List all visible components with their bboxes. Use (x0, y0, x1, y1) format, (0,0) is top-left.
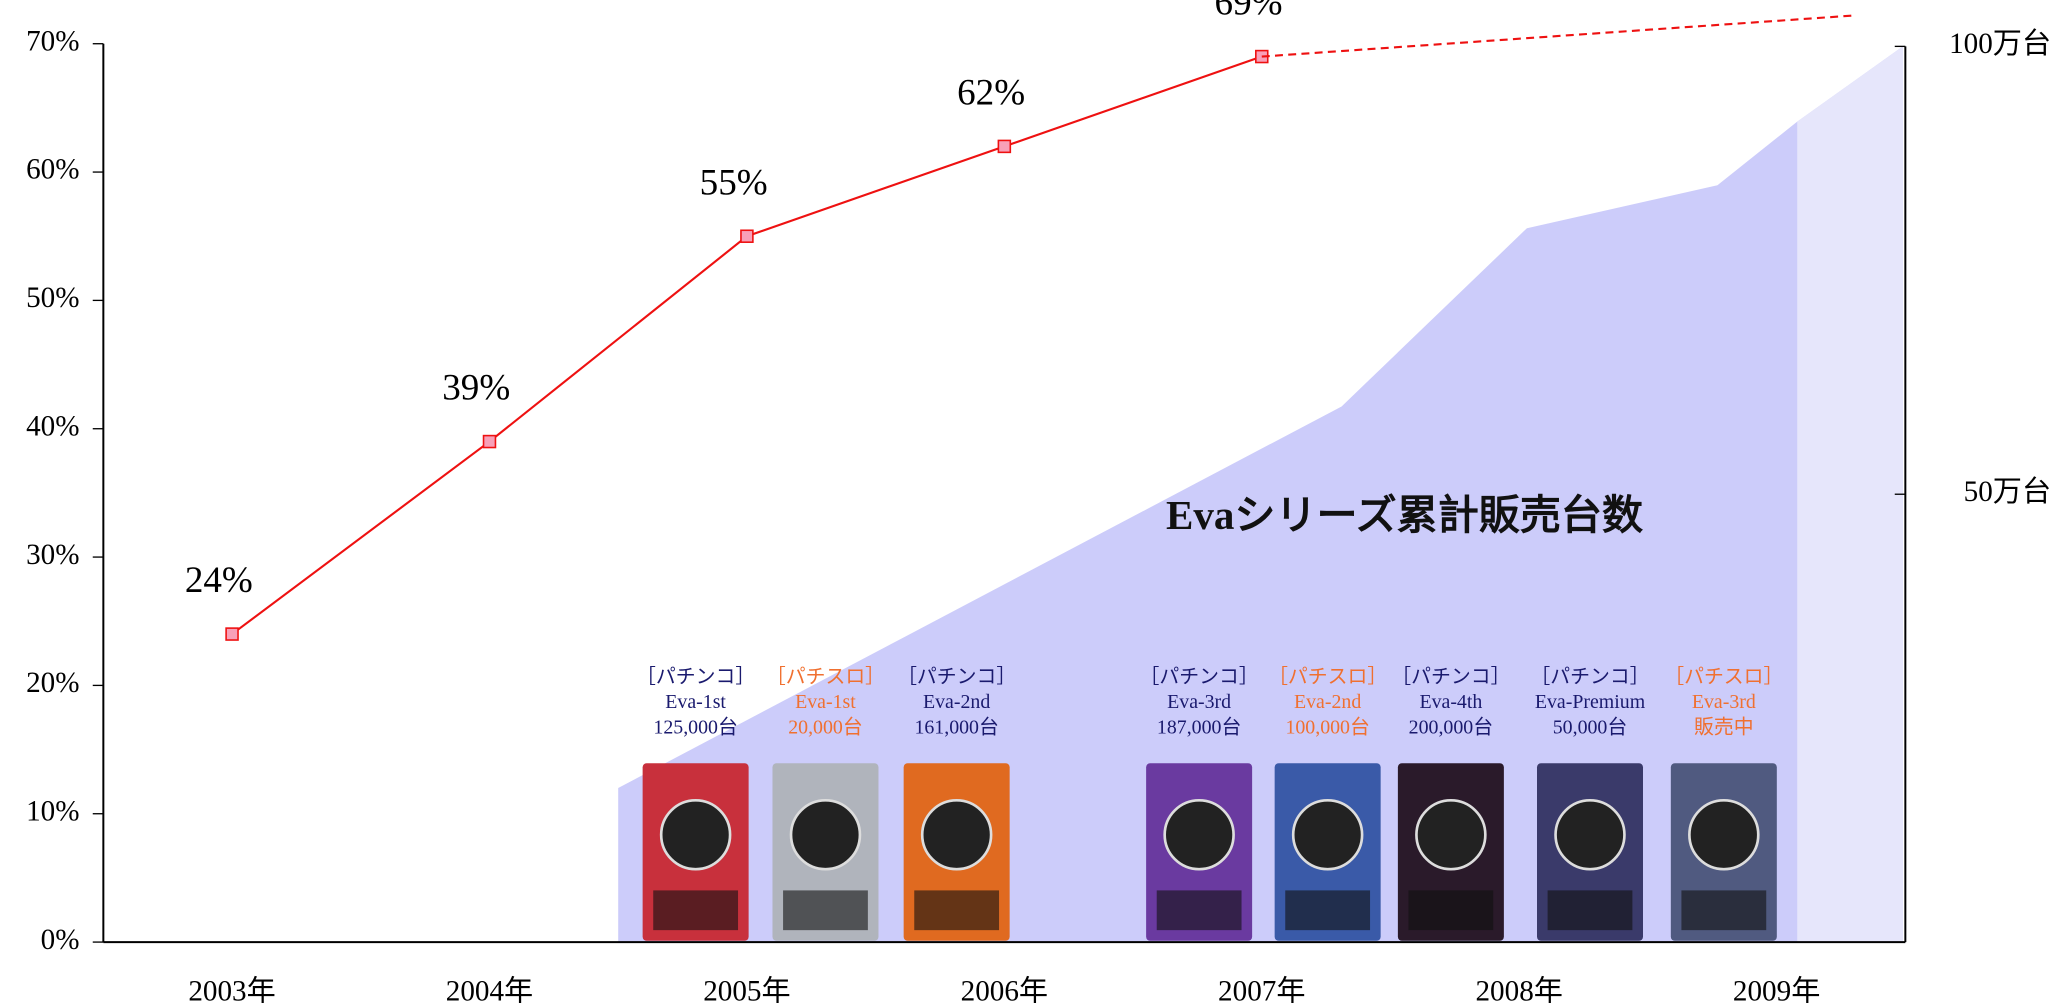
machine-panel (922, 800, 991, 869)
machine-tray (1408, 890, 1493, 930)
projection-line (1262, 15, 1854, 56)
y-tick-label: 30% (26, 539, 79, 571)
product-kind: ［パチンコ］ (897, 666, 1016, 688)
product-name: Eva-3rd (1167, 691, 1231, 713)
product-units: 販売中 (1694, 716, 1754, 738)
machine-panel (1689, 800, 1758, 869)
product-units: 187,000台 (1157, 716, 1241, 738)
machine-tray (914, 890, 999, 930)
x-tick-label: 2009年 (1733, 974, 1820, 1007)
machine-panel (661, 800, 730, 869)
product-units: 50,000台 (1553, 716, 1627, 738)
value-label: 69% (1215, 0, 1283, 24)
product-units: 125,000台 (653, 716, 737, 738)
y-tick-label: 10% (26, 795, 79, 827)
machine-tray (1157, 890, 1242, 930)
y-tick-label: 50% (26, 282, 79, 314)
machine (1671, 763, 1777, 941)
machine (1537, 763, 1643, 941)
product-units: 20,000台 (788, 716, 862, 738)
product-kind: ［パチスロ］ (766, 666, 885, 688)
product-name: Eva-2nd (923, 691, 990, 713)
product-kind: ［パチンコ］ (636, 666, 755, 688)
product-name: Eva-1st (795, 691, 856, 713)
machine-tray (1548, 890, 1633, 930)
x-tick-label: 2006年 (961, 974, 1048, 1007)
product-units: 100,000台 (1285, 716, 1369, 738)
product-units: 200,000台 (1409, 716, 1493, 738)
x-tick-label: 2008年 (1475, 974, 1562, 1007)
chart: Evaシリーズ累計販売台数 0% 10% 20% 30% 40% 50% 60% 70% 50万… (0, 0, 2067, 1007)
product-name: Eva-4th (1419, 691, 1482, 713)
product-kind: ［パチンコ］ (1530, 666, 1649, 688)
machine (1146, 763, 1252, 941)
machine (904, 763, 1010, 941)
value-label: 55% (700, 162, 768, 203)
y-tick-label: 60% (26, 154, 79, 186)
value-label: 39% (442, 368, 510, 409)
point (226, 628, 238, 640)
x-tick-label: 2007年 (1218, 974, 1305, 1007)
y-tick-label: 40% (26, 410, 79, 442)
product-name: Eva-2nd (1294, 691, 1361, 713)
machine-tray (653, 890, 738, 930)
machine (1398, 763, 1504, 941)
y2-tick-label: 100万台 (1949, 27, 2051, 60)
machine (1275, 763, 1381, 941)
y2-tick-label: 50万台 (1964, 475, 2051, 508)
machine-panel (791, 800, 860, 869)
value-label: 24% (185, 560, 253, 601)
product-name: Eva-3rd (1692, 691, 1756, 713)
y-tick-label: 20% (26, 667, 79, 699)
point (741, 230, 753, 242)
machine-tray (1681, 890, 1766, 930)
area (1797, 46, 1903, 942)
x-tick-label: 2005年 (703, 974, 790, 1007)
point (998, 140, 1010, 152)
machine-panel (1416, 800, 1485, 869)
product-kind: ［パチンコ］ (1140, 666, 1259, 688)
machine (772, 763, 878, 941)
area-label: Evaシリーズ累計販売台数 (1166, 492, 1644, 538)
product-kind: ［パチスロ］ (1268, 666, 1387, 688)
value-label: 62% (957, 73, 1025, 114)
product-kind: ［パチンコ］ (1391, 666, 1510, 688)
machine-tray (783, 890, 868, 930)
product-units: 161,000台 (914, 716, 998, 738)
machine-panel (1165, 800, 1234, 869)
product-kind: ［パチスロ］ (1664, 666, 1783, 688)
machine-tray (1285, 890, 1370, 930)
y-tick-label: 70% (26, 25, 79, 57)
page: {"chart_data": { "type": "line", "xlim":… (0, 0, 2067, 1007)
product-name: Eva-1st (665, 691, 726, 713)
machine (643, 763, 749, 941)
y-tick-label: 0% (41, 924, 80, 956)
product-name: Eva-Premium (1535, 691, 1646, 713)
point (484, 436, 496, 448)
x-tick-label: 2003年 (188, 974, 275, 1007)
x-tick-label: 2004年 (446, 974, 533, 1007)
machine-panel (1293, 800, 1362, 869)
machine-panel (1556, 800, 1625, 869)
